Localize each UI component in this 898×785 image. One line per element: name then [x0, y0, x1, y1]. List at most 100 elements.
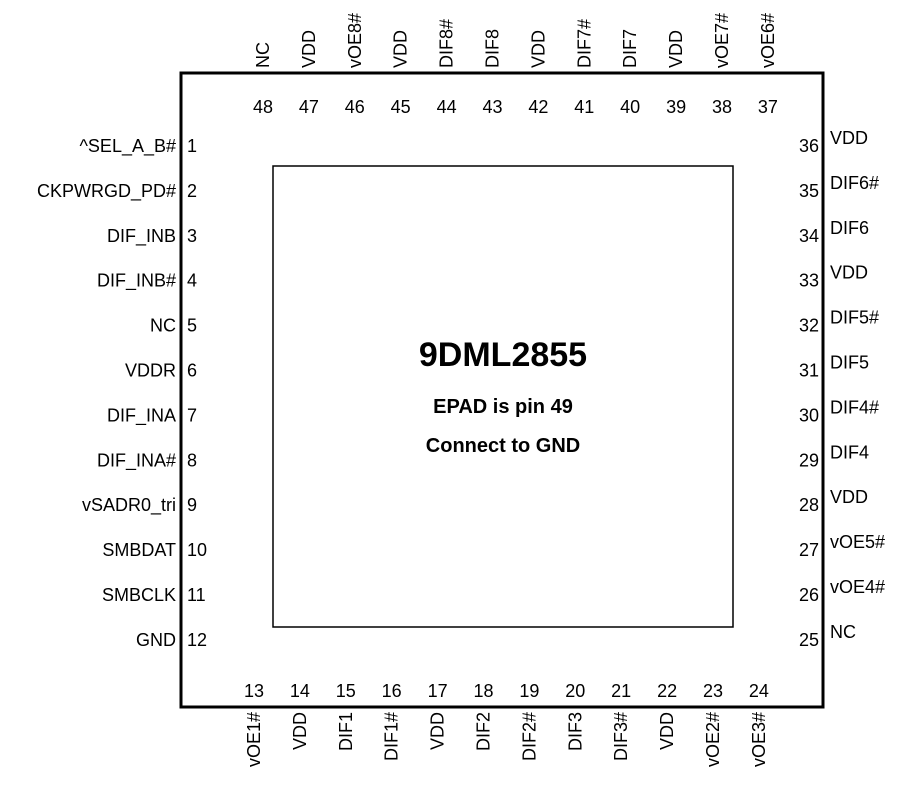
- pin-label-2: CKPWRGD_PD#: [37, 181, 176, 202]
- epad-outline: [272, 165, 734, 628]
- pin-label-17: VDD: [428, 712, 448, 750]
- pin-number-21: 21: [611, 681, 631, 701]
- pin-number-22: 22: [657, 681, 677, 701]
- pin-label-48: NC: [253, 42, 273, 68]
- pin-number-47: 47: [299, 97, 319, 117]
- pin-number-27: 27: [799, 540, 819, 560]
- pin-label-47: VDD: [299, 30, 319, 68]
- pin-label-20: DIF3: [565, 712, 585, 751]
- pin-label-39: VDD: [666, 30, 686, 68]
- pin-label-23: vOE2#: [703, 712, 723, 767]
- pin-label-6: VDDR: [125, 361, 176, 381]
- pin-label-31: DIF5: [830, 353, 869, 373]
- pin-label-29: DIF4: [830, 442, 869, 462]
- pin-label-14: VDD: [290, 712, 310, 750]
- pin-number-25: 25: [799, 630, 819, 650]
- pin-number-39: 39: [666, 97, 686, 117]
- pin-label-25: NC: [830, 622, 856, 642]
- epad-note: EPAD is pin 49: [433, 396, 573, 418]
- package-outline: [179, 71, 825, 709]
- pin-label-9: vSADR0_tri: [82, 495, 176, 516]
- pin-label-36: VDD: [830, 128, 868, 148]
- pin-label-45: VDD: [391, 30, 411, 68]
- pin-label-26: vOE4#: [830, 577, 885, 597]
- pin-label-34: DIF6: [830, 218, 869, 238]
- pin-number-43: 43: [482, 97, 502, 117]
- pin-label-46: vOE8#: [345, 13, 365, 68]
- pin-number-45: 45: [391, 97, 411, 117]
- pin-number-13: 13: [244, 681, 264, 701]
- pin-label-11: SMBCLK: [102, 585, 176, 605]
- pin-label-8: DIF_INA#: [97, 450, 176, 471]
- chip-name: 9DML2855: [419, 336, 587, 374]
- pin-number-28: 28: [799, 495, 819, 515]
- pin-number-41: 41: [574, 97, 594, 117]
- pin-label-18: DIF2: [474, 712, 494, 751]
- pin-number-3: 3: [187, 226, 197, 246]
- pin-label-38: vOE7#: [712, 13, 732, 68]
- pin-label-37: vOE6#: [758, 13, 778, 68]
- pin-label-1: ^SEL_A_B#: [79, 136, 176, 157]
- pin-label-22: VDD: [657, 712, 677, 750]
- pin-number-38: 38: [712, 97, 732, 117]
- pin-label-43: DIF8: [483, 29, 503, 68]
- pin-number-37: 37: [758, 97, 778, 117]
- pin-number-29: 29: [799, 450, 819, 470]
- pin-label-27: vOE5#: [830, 532, 885, 552]
- pin-number-15: 15: [336, 681, 356, 701]
- pin-label-44: DIF8#: [437, 19, 457, 68]
- pin-number-40: 40: [620, 97, 640, 117]
- pin-number-24: 24: [749, 681, 769, 701]
- pin-number-18: 18: [473, 681, 493, 701]
- pin-number-31: 31: [799, 361, 819, 381]
- pin-number-11: 11: [187, 585, 206, 605]
- pin-label-28: VDD: [830, 487, 868, 507]
- pin-number-14: 14: [290, 681, 310, 701]
- pin-number-12: 12: [187, 630, 207, 650]
- pin-number-46: 46: [345, 97, 365, 117]
- pin-number-26: 26: [799, 585, 819, 605]
- pin-number-9: 9: [187, 495, 197, 515]
- pin-number-16: 16: [382, 681, 402, 701]
- pin-label-21: DIF3#: [611, 712, 631, 761]
- pin-label-15: DIF1: [336, 712, 356, 751]
- pin-number-30: 30: [799, 405, 819, 425]
- pin-label-10: SMBDAT: [102, 540, 176, 560]
- pin-number-19: 19: [519, 681, 539, 701]
- pin-label-7: DIF_INA: [107, 405, 176, 426]
- pin-label-32: DIF5#: [830, 308, 879, 328]
- pin-number-33: 33: [799, 271, 819, 291]
- pin-label-3: DIF_INB: [107, 226, 176, 247]
- pin-label-40: DIF7: [620, 29, 640, 68]
- pin-number-6: 6: [187, 361, 197, 381]
- pin-number-34: 34: [799, 226, 819, 246]
- pin-number-23: 23: [703, 681, 723, 701]
- pin-label-4: DIF_INB#: [97, 271, 176, 292]
- pin-number-10: 10: [187, 540, 207, 560]
- pin-number-7: 7: [187, 405, 197, 425]
- pin-number-8: 8: [187, 450, 197, 470]
- pin-label-13: vOE1#: [244, 712, 264, 767]
- pins-layer: ^SEL_A_B# 1 CKPWRGD_PD# 2 DIF_INB 3 DIF_INB# 4 N…: [37, 13, 885, 767]
- pin-number-17: 17: [428, 681, 448, 701]
- pin-number-36: 36: [799, 136, 819, 156]
- pin-label-41: DIF7#: [574, 19, 594, 68]
- pin-number-35: 35: [799, 181, 819, 201]
- pin-number-5: 5: [187, 316, 197, 336]
- pin-number-4: 4: [187, 271, 197, 291]
- pin-label-30: DIF4#: [830, 397, 879, 417]
- pin-label-5: NC: [150, 316, 176, 336]
- pin-number-2: 2: [187, 181, 197, 201]
- pin-number-44: 44: [437, 97, 457, 117]
- pin-label-19: DIF2#: [519, 712, 539, 761]
- pin-label-16: DIF1#: [382, 712, 402, 761]
- pin-number-1: 1: [187, 136, 197, 156]
- gnd-note: Connect to GND: [426, 435, 580, 457]
- pin-label-12: GND: [136, 630, 176, 650]
- pin-label-42: VDD: [528, 30, 548, 68]
- pin-label-24: vOE3#: [749, 712, 769, 767]
- pin-number-32: 32: [799, 316, 819, 336]
- pin-label-33: VDD: [830, 263, 868, 283]
- pin-label-35: DIF6#: [830, 173, 879, 193]
